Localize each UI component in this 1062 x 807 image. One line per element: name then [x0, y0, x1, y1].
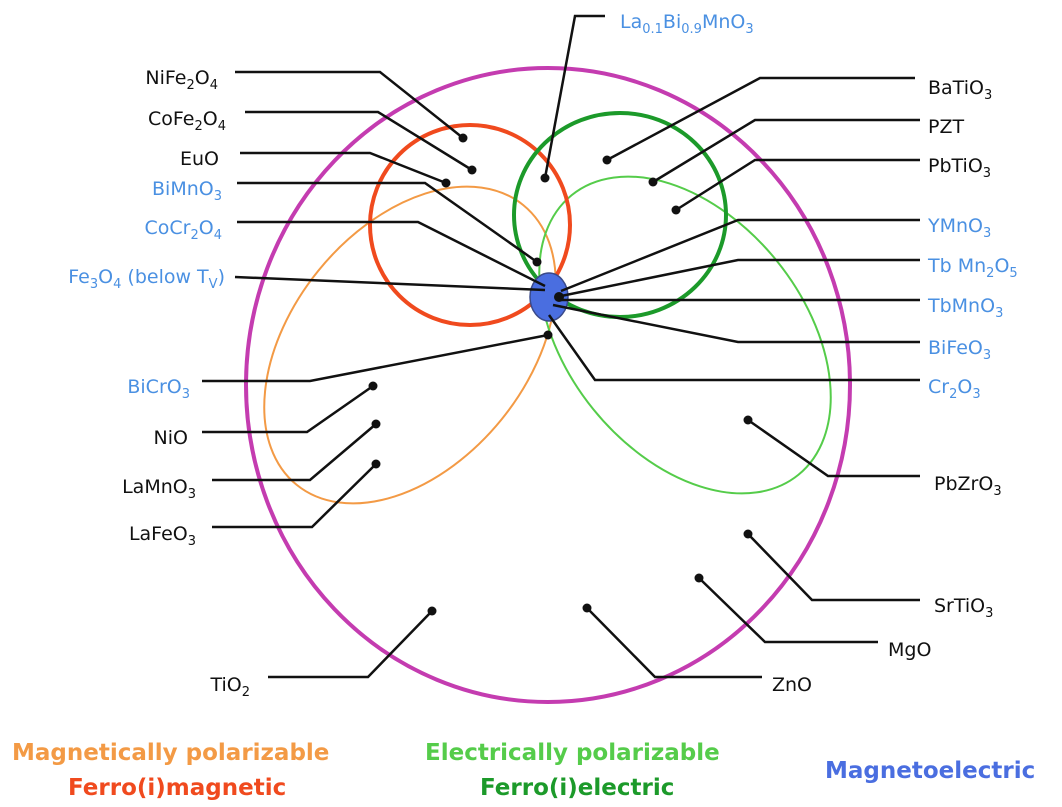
leader-line-NiFe2O4: [235, 70, 464, 139]
ferroelectric-circle: [512, 111, 728, 319]
leader-line-EuO: [240, 151, 447, 185]
leader-line-TbMn2O5: [560, 258, 920, 298]
material-label-Cr2O3: Cr2​O3​: [928, 376, 981, 402]
leader-line-BiCrO3: [202, 333, 549, 383]
leader-line-YMnO3: [560, 218, 920, 293]
legend-ferromagnetic: Ferro(i)magnetic: [68, 775, 286, 801]
leader-line-CoFe2O4: [245, 110, 473, 172]
leader-line-MgO: [698, 577, 878, 644]
material-label-CoCr2O4: CoCr2​O4​: [144, 217, 222, 243]
material-label-CoFe2O4: CoFe2​O4​: [148, 108, 226, 134]
material-label-LaMnO3: LaMnO3​: [122, 476, 196, 502]
point-SrTiO3: [743, 529, 753, 539]
material-label-PZT: PZT: [928, 116, 964, 138]
material-label-EuO: EuO: [180, 148, 219, 170]
material-label-TiO2: TiO2​: [209, 674, 250, 700]
leader-line-ZnO: [586, 607, 762, 679]
material-label-BiMnO3: BiMnO3​: [152, 178, 222, 204]
leader-line-BiFeO3: [552, 303, 920, 344]
leader-line-BiMnO3: [237, 181, 538, 264]
material-label-TbMnO3: TbMnO3​: [927, 295, 1003, 321]
material-label-PbZrO3: PbZrO3​: [934, 473, 1002, 499]
point-BaTiO3: [602, 155, 612, 165]
material-label-BiFeO3: BiFeO3​: [928, 337, 991, 363]
leader-line-SrTiO3: [747, 533, 920, 602]
material-label-Fe3O4: Fe3​O4​ (below TV​): [68, 266, 225, 292]
leader-line-CoCr2O4: [237, 220, 546, 288]
point-La0.1Bi0.9MnO3: [540, 173, 550, 183]
material-label-PbTiO3: PbTiO3​: [928, 155, 991, 181]
material-label-SrTiO3: SrTiO3​: [934, 595, 993, 621]
leader-line-PbTiO3: [675, 158, 920, 212]
material-label-BiCrO3: BiCrO3​: [127, 376, 190, 402]
point-LaMnO3: [371, 419, 381, 429]
point-NiO: [368, 381, 378, 391]
point-TiO2: [427, 606, 437, 616]
magnetically-polarizable-ellipse: [263, 185, 557, 505]
material-points: [368, 133, 753, 616]
material-label-LaFeO3: LaFeO3​: [129, 523, 196, 549]
material-label-NiFe2O4: NiFe2​O4​: [145, 67, 218, 93]
leader-line-LaFeO3: [212, 463, 377, 529]
material-label-YMnO3: YMnO3​: [927, 215, 991, 241]
point-PbTiO3: [671, 205, 681, 215]
point-NiFe2O4: [458, 133, 468, 143]
legend-ferroelectric: Ferro(i)electric: [480, 775, 674, 801]
material-label-NiO: NiO: [154, 427, 188, 449]
point-EuO: [441, 178, 451, 188]
leader-lines: [202, 14, 920, 679]
leader-line-PbZrO3: [747, 418, 920, 478]
magnetoelectric-outer-circle: [244, 66, 852, 704]
material-label-TbMn2O5: Tb Mn2​O5​: [927, 255, 1018, 281]
point-ZnO: [582, 603, 592, 613]
legend-magnetoelectric: Magnetoelectric: [825, 758, 1035, 784]
material-label-ZnO: ZnO: [772, 674, 812, 696]
leader-line-Fe3O4: [234, 275, 546, 292]
multiferroic-core: [529, 272, 569, 322]
leader-line-Cr2O3: [547, 314, 920, 382]
legend-electrically-polarizable: Electrically polarizable: [425, 740, 720, 766]
point-LaFeO3: [371, 459, 381, 469]
point-BiCrO3: [543, 330, 553, 340]
point-PbZrO3: [743, 415, 753, 425]
leader-line-NiO: [202, 384, 374, 434]
material-label-MgO: MgO: [888, 639, 931, 661]
leader-line-LaMnO3: [212, 423, 377, 482]
ferromagnetic-circle: [368, 123, 572, 327]
legend: Magnetically polarizable Ferro(i)magneti…: [12, 740, 1035, 801]
material-label-BaTiO3: BaTiO3​: [928, 77, 992, 103]
leader-line-BaTiO3: [606, 76, 915, 162]
point-MgO: [694, 573, 704, 583]
point-CoFe2O4: [467, 165, 477, 175]
legend-magnetically-polarizable: Magnetically polarizable: [12, 740, 329, 766]
leader-line-TiO2: [268, 610, 433, 679]
material-label-La0.1Bi0.9MnO3: La0.1​Bi0.9​MnO3​: [620, 11, 754, 37]
leader-line-PZT: [652, 118, 920, 184]
point-PZT: [648, 177, 658, 187]
leader-line-La0.1Bi0.9MnO3: [543, 14, 605, 179]
point-BiMnO3: [532, 257, 542, 267]
material-labels: La0.1​Bi0.9​MnO3​ NiFe2​O4​ CoFe2​O4​ EuO Bi…: [68, 11, 1017, 700]
point-core-cluster: [554, 292, 564, 302]
